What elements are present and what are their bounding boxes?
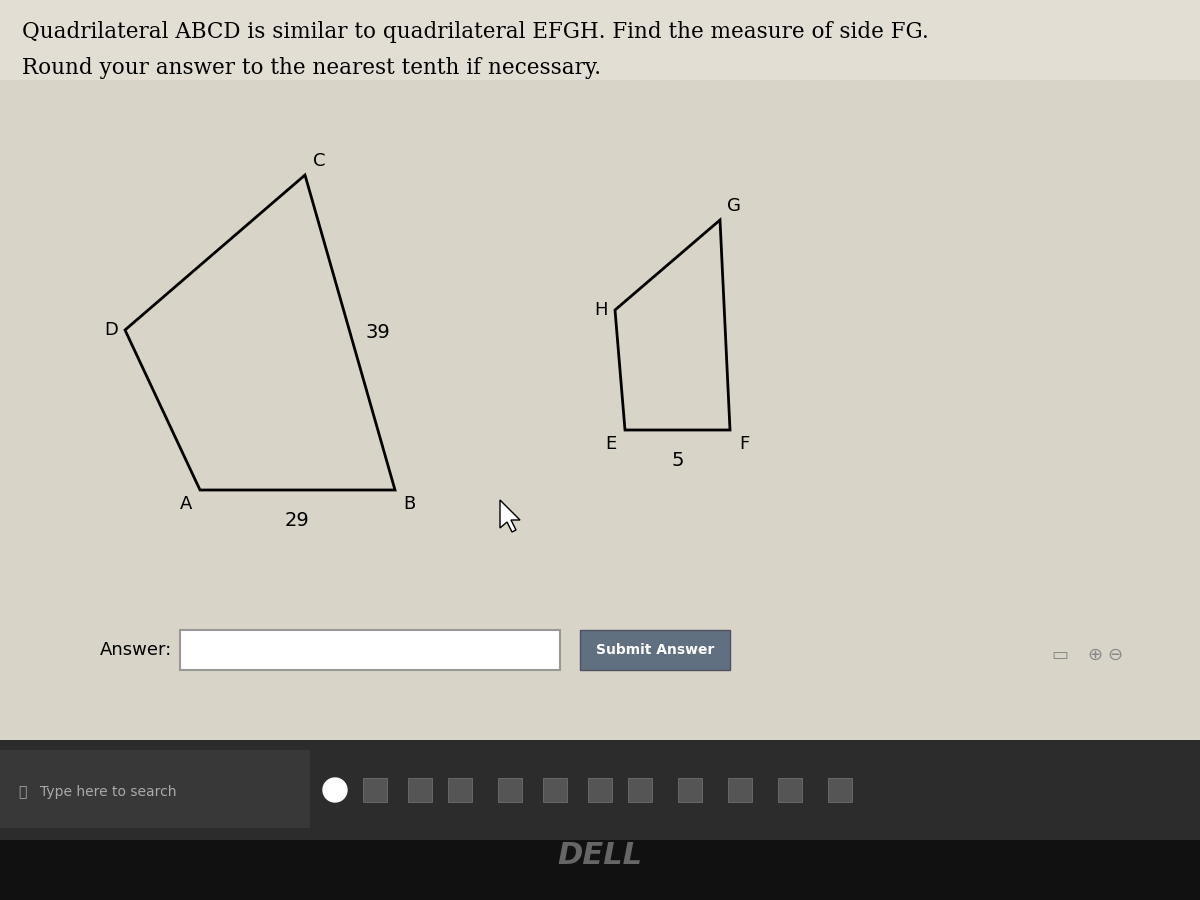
Text: B: B bbox=[403, 495, 415, 513]
Text: F: F bbox=[739, 435, 749, 453]
Text: Type here to search: Type here to search bbox=[40, 785, 176, 799]
Bar bbox=[364, 778, 386, 802]
Bar bbox=[498, 778, 522, 802]
Bar bbox=[828, 778, 852, 802]
Text: D: D bbox=[104, 321, 118, 339]
Text: 5: 5 bbox=[671, 451, 684, 470]
Text: 39: 39 bbox=[366, 323, 390, 342]
Text: Quadrilateral ABCD is similar to quadrilateral EFGH. Find the measure of side FG: Quadrilateral ABCD is similar to quadril… bbox=[22, 21, 929, 43]
Text: C: C bbox=[313, 152, 325, 170]
Text: Submit Answer: Submit Answer bbox=[596, 643, 714, 657]
Text: Round your answer to the nearest tenth if necessary.: Round your answer to the nearest tenth i… bbox=[22, 57, 601, 79]
Bar bbox=[580, 630, 730, 670]
Bar bbox=[0, 0, 1200, 80]
Text: E: E bbox=[605, 435, 617, 453]
Bar bbox=[778, 778, 802, 802]
Bar bbox=[628, 778, 652, 802]
Bar bbox=[448, 778, 472, 802]
Text: ▭: ▭ bbox=[1051, 646, 1068, 664]
Bar bbox=[0, 750, 310, 828]
Text: ⊕: ⊕ bbox=[1087, 646, 1103, 664]
Polygon shape bbox=[500, 500, 520, 532]
Text: Answer:: Answer: bbox=[100, 641, 173, 659]
Text: H: H bbox=[594, 301, 607, 319]
Text: 🔍: 🔍 bbox=[18, 785, 26, 799]
Text: 29: 29 bbox=[286, 510, 310, 529]
Bar bbox=[678, 778, 702, 802]
Bar bbox=[588, 778, 612, 802]
Text: ⊖: ⊖ bbox=[1108, 646, 1122, 664]
Bar bbox=[180, 630, 560, 670]
Text: DELL: DELL bbox=[558, 841, 642, 869]
Bar bbox=[0, 0, 1200, 740]
Bar bbox=[0, 740, 1200, 840]
Circle shape bbox=[323, 778, 347, 802]
Bar bbox=[0, 80, 1200, 740]
Bar bbox=[728, 778, 752, 802]
Text: G: G bbox=[727, 197, 740, 215]
Bar bbox=[0, 740, 1200, 900]
Bar bbox=[408, 778, 432, 802]
Bar bbox=[542, 778, 568, 802]
Text: A: A bbox=[180, 495, 192, 513]
